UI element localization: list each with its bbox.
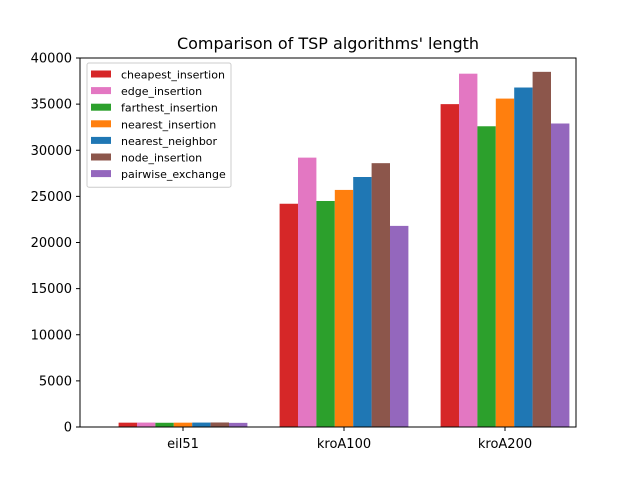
legend-swatch-nearest_insertion (91, 120, 111, 128)
y-tick-label: 30000 (31, 144, 72, 159)
legend-label-pairwise_exchange: pairwise_exchange (121, 168, 226, 181)
bar-farthest_insertion-kroA200 (477, 126, 496, 428)
bar-cheapest_insertion-kroA100 (279, 203, 298, 427)
bar-nearest_insertion-kroA200 (495, 98, 515, 427)
bar-nearest_neighbor-kroA200 (514, 87, 533, 428)
y-tick-label: 35000 (31, 98, 72, 113)
y-tick-label: 0 (64, 421, 72, 436)
legend-box (86, 62, 232, 188)
legend-swatch-pairwise_exchange (91, 170, 111, 178)
chart-title: Comparison of TSP algorithms' length (177, 34, 479, 53)
y-tick-label: 10000 (31, 328, 72, 343)
x-tick-label: kroA200 (478, 437, 532, 452)
bar-edge_insertion-kroA100 (298, 157, 317, 427)
bar-nearest_insertion-eil51 (173, 422, 193, 427)
legend-swatch-node_insertion (91, 153, 111, 161)
legend-swatch-cheapest_insertion (91, 70, 111, 78)
legend-label-cheapest_insertion: cheapest_insertion (121, 69, 225, 82)
legend: cheapest_insertion edge_insertion farthest… (86, 62, 232, 188)
bar-node_insertion-kroA100 (371, 163, 390, 428)
legend-label-node_insertion: node_insertion (121, 152, 202, 165)
y-tick-label: 20000 (31, 236, 72, 251)
bar-pairwise_exchange-eil51 (229, 422, 248, 427)
bar-cheapest_insertion-eil51 (118, 422, 137, 427)
bar-nearest_neighbor-eil51 (192, 422, 211, 427)
x-tick-label: kroA100 (317, 437, 371, 452)
y-tick-label: 15000 (31, 282, 72, 297)
x-axis: eil51 kroA100 kroA200 (167, 427, 532, 452)
bar-nearest_insertion-kroA100 (334, 189, 354, 427)
legend-swatch-edge_insertion (91, 87, 111, 95)
bar-node_insertion-eil51 (210, 422, 229, 427)
bar-pairwise_exchange-kroA100 (390, 225, 409, 427)
legend-swatch-nearest_neighbor (91, 136, 111, 144)
x-tick-label: eil51 (167, 437, 199, 452)
y-axis: 0 5000 10000 15000 20000 25000 30000 35000 40000 (31, 52, 80, 436)
legend-label-nearest_insertion: nearest_insertion (121, 118, 216, 131)
bar-edge_insertion-kroA200 (459, 73, 478, 428)
bars-group (118, 71, 570, 428)
bar-node_insertion-kroA200 (532, 71, 551, 427)
y-tick-label: 5000 (39, 374, 72, 389)
bar-edge_insertion-eil51 (137, 422, 156, 427)
bar-farthest_insertion-kroA100 (316, 200, 335, 427)
legend-label-edge_insertion: edge_insertion (121, 85, 202, 98)
plot-frame (79, 57, 577, 428)
bar-farthest_insertion-eil51 (155, 422, 174, 427)
bar-pairwise_exchange-kroA200 (551, 123, 570, 427)
legend-label-farthest_insertion: farthest_insertion (121, 102, 218, 115)
legend-label-nearest_neighbor: nearest_neighbor (121, 135, 218, 148)
bar-nearest_neighbor-kroA100 (353, 177, 372, 427)
bar-cheapest_insertion-kroA200 (440, 104, 459, 428)
legend-swatch-farthest_insertion (91, 103, 111, 111)
y-tick-label: 25000 (31, 190, 72, 205)
y-tick-label: 40000 (31, 52, 72, 67)
